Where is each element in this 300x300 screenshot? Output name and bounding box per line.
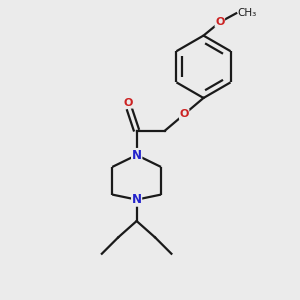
Text: N: N [132, 193, 142, 206]
Text: N: N [132, 148, 142, 162]
Text: O: O [215, 17, 224, 27]
Text: N: N [132, 148, 142, 162]
Text: O: O [124, 98, 133, 108]
Text: CH₃: CH₃ [237, 8, 256, 18]
Text: O: O [179, 109, 189, 119]
